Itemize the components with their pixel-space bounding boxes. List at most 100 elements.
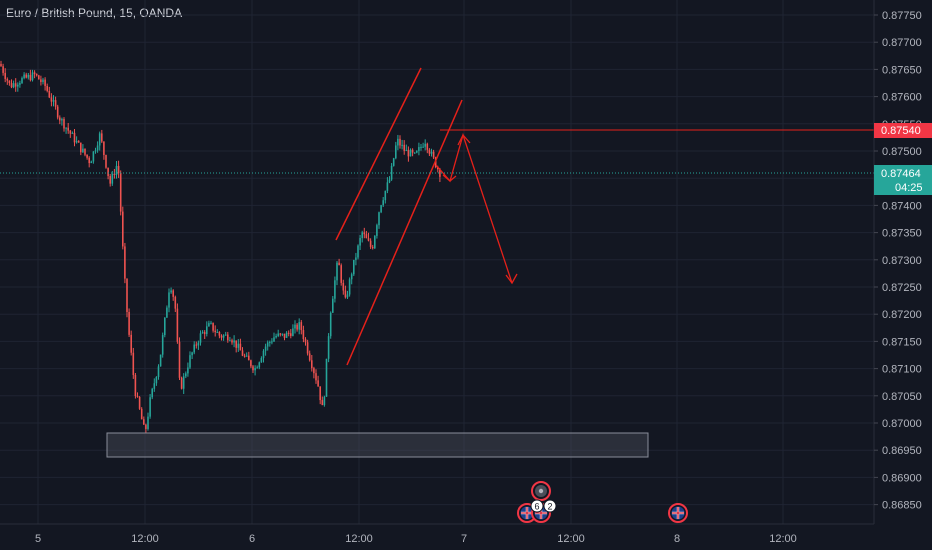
candle-body — [323, 396, 326, 406]
candle-body — [124, 246, 126, 279]
price-tick-label: 0.87200 — [882, 309, 922, 321]
candle-body — [266, 342, 269, 347]
candle-body — [437, 167, 439, 170]
channel-lower-line[interactable] — [346, 99, 463, 366]
candle-body — [384, 190, 387, 201]
candle-body — [243, 355, 246, 357]
candle-body — [14, 83, 17, 87]
candle-body — [189, 355, 191, 368]
candle-body — [96, 145, 99, 151]
candle-body — [294, 324, 296, 329]
candle-body — [136, 396, 139, 398]
candle-body — [25, 74, 27, 78]
candle-body — [260, 358, 263, 363]
candle-body — [69, 130, 72, 134]
candle-body — [285, 332, 288, 338]
price-axis[interactable]: 0.877500.877000.876500.876000.875500.875… — [873, 0, 932, 550]
candle-body — [218, 332, 221, 336]
candle-body — [132, 352, 135, 375]
candle-body — [84, 148, 86, 155]
candle-body — [19, 83, 21, 85]
candle-body — [405, 149, 408, 151]
candle-body — [54, 100, 57, 107]
support-zone-rect[interactable] — [106, 432, 649, 458]
trend-drawings[interactable] — [0, 67, 874, 366]
candle-body — [279, 333, 282, 335]
candle-body — [174, 296, 177, 309]
candle-body — [90, 161, 93, 164]
uk-flag-icon[interactable] — [668, 503, 688, 523]
time-axis[interactable]: 5 12:00 6 12:00 7 12:00 8 12:00 — [0, 523, 932, 550]
candle-body — [296, 324, 298, 330]
candle-body — [424, 143, 426, 147]
candle-body — [56, 106, 59, 118]
price-tick-label: 0.87750 — [882, 10, 922, 22]
candle-body — [67, 127, 69, 131]
candle-body — [399, 138, 401, 146]
candle-body — [302, 330, 305, 340]
badge-count: 6 — [534, 502, 539, 512]
candle-body — [50, 97, 53, 102]
candle-body — [31, 72, 34, 81]
last-price-bg — [874, 165, 932, 195]
event-count-badge[interactable]: 2 — [543, 499, 557, 513]
level-price-tag[interactable]: 0.87540 — [874, 123, 932, 138]
candle-body — [338, 262, 340, 266]
candle-body — [275, 335, 277, 338]
candle-body — [420, 146, 422, 148]
level-tag-bg — [874, 123, 932, 138]
candle-body — [252, 366, 254, 371]
candle-body — [327, 336, 330, 359]
candle-body — [277, 333, 279, 336]
candle-body — [191, 352, 193, 356]
chart-grid — [0, 0, 874, 524]
time-tick-label: 12:00 — [769, 533, 797, 545]
globe-icon[interactable] — [531, 481, 551, 501]
candle-body — [306, 342, 309, 354]
candle-body — [311, 360, 313, 369]
candle-body — [63, 119, 65, 129]
badge-count: 2 — [547, 502, 552, 512]
time-tick-label: 12:00 — [131, 533, 159, 545]
candle-body — [109, 176, 111, 184]
projection-path[interactable] — [435, 132, 513, 284]
candle-body — [122, 211, 124, 247]
candle-body — [388, 179, 391, 183]
candle-body — [392, 158, 395, 166]
price-tick-label: 0.86950 — [882, 445, 922, 457]
candle-body — [117, 165, 120, 174]
last-price-text: 0.87464 — [881, 168, 921, 180]
candle-body — [304, 339, 307, 343]
candle-body — [168, 292, 170, 308]
candle-body — [422, 146, 424, 148]
candle-body — [88, 157, 90, 164]
candle-body — [245, 355, 248, 357]
candle-body — [231, 340, 233, 343]
candle-body — [4, 72, 6, 79]
candle-body — [92, 151, 95, 162]
candle-body — [77, 141, 80, 143]
candle-body — [71, 132, 74, 134]
candle-body — [38, 75, 40, 80]
candle-body — [115, 165, 118, 175]
candle-body — [73, 132, 76, 143]
candle-body — [290, 333, 292, 336]
event-count-badge[interactable]: 6 — [530, 499, 544, 513]
candle-body — [418, 147, 420, 151]
candle-body — [298, 322, 300, 330]
channel-upper-line[interactable] — [335, 67, 422, 241]
support-zone[interactable] — [106, 432, 649, 458]
price-tick-label: 0.87050 — [882, 391, 922, 403]
candle-body — [359, 238, 361, 246]
candle-body — [371, 246, 374, 249]
candle-body — [382, 200, 384, 206]
last-price-tag[interactable]: 0.87464 04:25 — [874, 165, 932, 195]
price-tick-label: 0.87000 — [882, 418, 922, 430]
price-tick-label: 0.87650 — [882, 64, 922, 76]
candle-body — [342, 282, 345, 291]
candle-body — [374, 235, 376, 249]
candle-body — [325, 358, 328, 397]
candle-body — [105, 154, 107, 168]
